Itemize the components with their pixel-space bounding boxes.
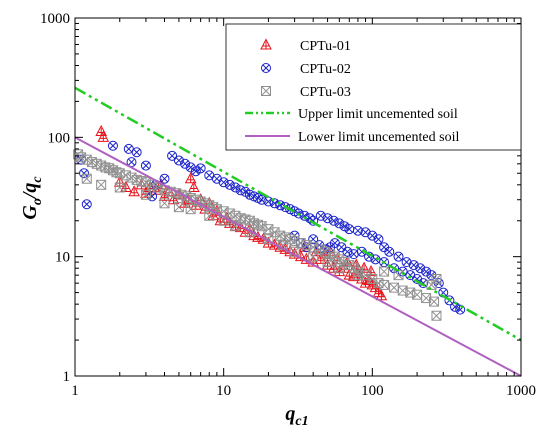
legend-item-cptu-03: CPTu-03 — [261, 85, 351, 100]
y-tick-label: 10 — [55, 250, 70, 266]
y-axis-title: Go/qc — [19, 176, 45, 220]
data-point — [389, 282, 400, 293]
data-point — [97, 130, 110, 142]
data-point — [421, 266, 432, 277]
legend-label-upper-limit: Upper limit uncemented soil — [298, 107, 458, 122]
data-point — [140, 189, 151, 200]
data-point — [339, 221, 350, 232]
data-point — [96, 179, 107, 190]
legend-marker-cptu-01 — [260, 38, 272, 50]
data-point — [128, 185, 140, 197]
series-cptu-01 — [95, 124, 388, 301]
legend-symbol — [261, 86, 271, 96]
legend-label-cptu-03: CPTu-03 — [300, 85, 351, 100]
reference-lines — [74, 86, 522, 377]
data-point — [373, 234, 384, 245]
data-point — [173, 202, 184, 213]
data-point — [412, 289, 423, 300]
data-point — [319, 246, 330, 257]
legend-marker-cptu-02 — [261, 63, 271, 73]
data-point — [180, 158, 191, 169]
data-point — [263, 224, 274, 235]
data-point — [79, 168, 90, 179]
series-cptu-03 — [73, 149, 442, 321]
data-point — [431, 310, 442, 321]
data-point — [269, 227, 280, 238]
lower-limit-line — [74, 136, 522, 377]
legend-marker-cptu-03 — [261, 86, 271, 96]
legend: CPTu-01 CPTu-02 CPTu-03 Upper limit unce… — [225, 23, 522, 151]
legend-item-lower-limit: Lower limit uncemented soil — [245, 130, 459, 145]
data-point — [140, 160, 151, 171]
legend-label-lower-limit: Lower limit uncemented soil — [298, 130, 459, 145]
x-axis-title: qc1 — [285, 403, 308, 429]
data-point — [334, 218, 345, 229]
data-point — [190, 166, 201, 177]
data-point — [322, 257, 333, 268]
data-point — [81, 154, 92, 165]
data-point — [147, 179, 158, 190]
data-point — [126, 172, 137, 183]
data-point — [167, 150, 178, 161]
series-cptu-02 — [76, 140, 466, 315]
data-point — [184, 172, 197, 184]
data-point — [114, 182, 125, 193]
data-point — [120, 170, 131, 181]
data-point — [185, 204, 196, 215]
y-tick-label: 100 — [48, 130, 71, 146]
data-point — [375, 289, 388, 301]
data-point — [107, 140, 118, 151]
data-point — [204, 210, 215, 221]
data-point — [352, 270, 363, 281]
data-point — [152, 182, 163, 193]
data-point — [81, 199, 92, 210]
data-point — [140, 177, 151, 188]
data-point — [185, 162, 196, 173]
x-tick-label: 10 — [216, 383, 231, 399]
legend-symbol — [261, 63, 271, 73]
data-point — [334, 263, 345, 274]
legend-box — [225, 23, 522, 151]
data-point — [131, 147, 142, 158]
x-tick-label: 1 — [71, 383, 79, 399]
data-point — [230, 210, 241, 221]
x-tick-label: 100 — [361, 383, 384, 399]
y-tick-label: 1000 — [40, 11, 70, 27]
data-point — [76, 152, 87, 163]
data-point — [336, 242, 347, 253]
x-tick-label: 1000 — [506, 383, 536, 399]
data-point — [295, 238, 306, 249]
legend-symbol — [260, 38, 272, 50]
data-point — [327, 261, 340, 273]
data-point — [384, 246, 395, 257]
data-point — [352, 225, 363, 236]
legend-label-cptu-01: CPTu-01 — [300, 39, 351, 54]
data-point — [379, 266, 390, 277]
y-tick-label: 1 — [63, 369, 71, 385]
data-point — [308, 251, 319, 262]
series-layer — [73, 124, 466, 321]
data-point — [415, 263, 426, 274]
data-point — [328, 215, 339, 226]
data-point — [159, 198, 170, 209]
data-point — [188, 180, 200, 192]
data-point — [81, 173, 92, 184]
data-point — [230, 182, 241, 193]
data-point — [211, 173, 222, 184]
legend-item-cptu-02: CPTu-02 — [261, 62, 351, 77]
data-point — [379, 279, 390, 290]
data-point — [159, 173, 170, 184]
data-point — [224, 179, 235, 190]
data-point — [195, 163, 206, 174]
legend-item-upper-limit: Upper limit uncemented soil — [245, 107, 458, 122]
legend-label-cptu-02: CPTu-02 — [300, 62, 351, 77]
plot-frame — [74, 17, 522, 377]
data-point — [393, 251, 404, 262]
data-point — [429, 296, 440, 307]
axis-ticks: 1 10 100 1000 1 10 100 1000 — [40, 11, 536, 399]
legend-item-cptu-01: CPTu-01 — [260, 38, 351, 54]
upper-limit-line — [74, 86, 522, 342]
